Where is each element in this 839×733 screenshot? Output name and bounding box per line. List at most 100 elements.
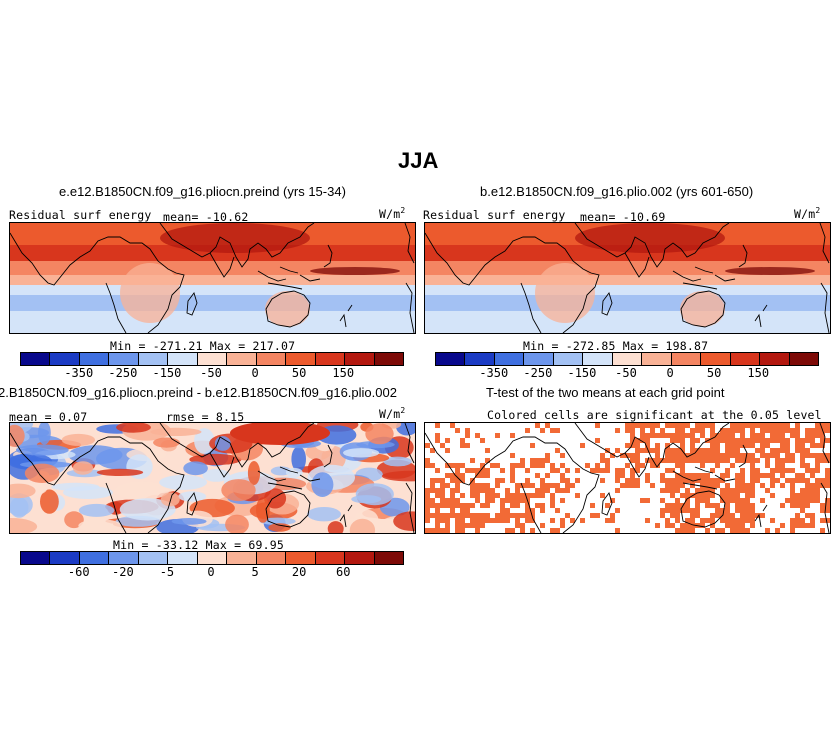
significant-cell	[670, 458, 675, 463]
anomaly-blob	[221, 479, 256, 502]
significant-cell	[470, 458, 475, 463]
significant-cell	[440, 478, 445, 483]
anomaly-blob	[381, 470, 415, 482]
significant-cell	[500, 518, 505, 523]
significant-cell	[675, 508, 680, 513]
field-band	[425, 295, 830, 311]
significant-cell	[675, 503, 680, 508]
units-label: W/m2	[794, 206, 821, 221]
significant-cell	[720, 508, 725, 513]
significant-cell	[680, 453, 685, 458]
significant-cell	[765, 453, 770, 458]
significant-cell	[620, 453, 625, 458]
significant-cell	[665, 478, 670, 483]
significant-cell	[735, 508, 740, 513]
significant-cell	[745, 488, 750, 493]
significant-cell	[610, 498, 615, 503]
significant-cell	[670, 423, 675, 428]
significant-cell	[435, 488, 440, 493]
significant-cell	[475, 468, 480, 473]
significant-cell	[565, 483, 570, 488]
significant-cell	[485, 498, 490, 503]
significant-cell	[580, 518, 585, 523]
anomaly-blob	[10, 497, 29, 518]
significant-cell	[800, 473, 805, 478]
coastline	[267, 482, 303, 490]
significant-cell	[785, 478, 790, 483]
significant-cell	[810, 438, 815, 443]
significant-cell	[775, 448, 780, 453]
significant-cell	[725, 473, 730, 478]
significant-cell	[435, 513, 440, 518]
significant-cell	[540, 523, 545, 528]
anomaly-blob	[202, 469, 230, 482]
colorbar-swatch	[345, 552, 375, 564]
significant-cell	[825, 453, 830, 458]
significant-cell	[635, 463, 640, 468]
significant-cell	[450, 508, 455, 513]
significant-cell	[735, 478, 740, 483]
significant-cell	[780, 473, 785, 478]
significant-cell	[530, 493, 535, 498]
significant-cell	[505, 513, 510, 518]
significant-cell	[455, 523, 460, 528]
significant-cell	[690, 443, 695, 448]
significant-cell	[470, 518, 475, 523]
significant-cell	[750, 443, 755, 448]
field-band	[425, 245, 830, 261]
significant-cell	[760, 443, 765, 448]
significant-cell	[540, 458, 545, 463]
colorbar-tick-label: -50	[200, 366, 222, 380]
significant-cell	[720, 478, 725, 483]
significant-cell	[740, 508, 745, 513]
significant-cell	[760, 473, 765, 478]
coastline	[404, 423, 415, 533]
significant-cell	[685, 423, 690, 428]
significant-cell	[540, 428, 545, 433]
significant-cell	[460, 503, 465, 508]
coastline	[672, 466, 736, 482]
significant-cell	[680, 483, 685, 488]
significant-cell	[650, 463, 655, 468]
significant-cell	[520, 513, 525, 518]
significant-cell	[705, 458, 710, 463]
significant-cell	[730, 488, 735, 493]
significant-cell	[760, 433, 765, 438]
significant-cell	[515, 513, 520, 518]
significant-cell	[525, 428, 530, 433]
anomaly-blob	[225, 514, 249, 533]
significant-cell	[715, 458, 720, 463]
coastline	[209, 452, 235, 478]
significant-cell	[790, 518, 795, 523]
significant-cell	[710, 523, 715, 528]
significant-cell	[455, 428, 460, 433]
significant-cell	[460, 518, 465, 523]
significant-cell	[725, 443, 730, 448]
anomaly-blob	[311, 472, 334, 497]
significant-cell	[800, 523, 805, 528]
significant-cell	[750, 458, 755, 463]
significant-cell	[470, 488, 475, 493]
significant-cell	[760, 448, 765, 453]
significant-cell	[670, 488, 675, 493]
significant-cell	[775, 528, 780, 533]
significant-cell	[705, 528, 710, 533]
significant-cell	[790, 453, 795, 458]
field-patch	[575, 223, 725, 253]
significant-cell	[700, 483, 705, 488]
significant-cell	[740, 458, 745, 463]
significant-cell	[825, 483, 830, 488]
significant-cell	[775, 463, 780, 468]
significant-cell	[425, 493, 430, 498]
field-patch	[310, 267, 400, 275]
significant-cell	[435, 508, 440, 513]
colorbar-tick-label: -350	[479, 366, 509, 380]
significant-cell	[800, 463, 805, 468]
coastline	[425, 432, 600, 533]
significant-cell	[705, 503, 710, 508]
coastline	[10, 432, 185, 533]
significant-cell	[735, 448, 740, 453]
significant-cell	[725, 468, 730, 473]
field-band	[10, 285, 415, 295]
colorbar-swatch	[465, 353, 495, 365]
